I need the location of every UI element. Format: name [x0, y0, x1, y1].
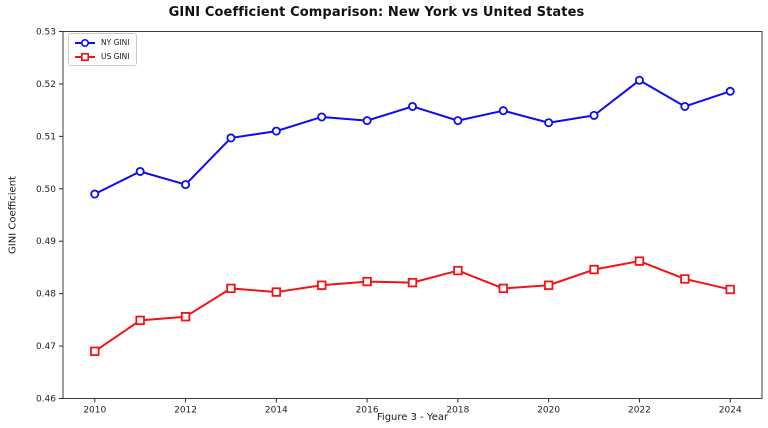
y-tick-label: 0.53	[36, 28, 56, 38]
x-tick-label: 2018	[446, 406, 469, 416]
data-point-square	[180, 312, 191, 322]
x-tick-label: 2020	[537, 406, 560, 416]
data-point-circle	[271, 126, 281, 136]
data-point-circle	[589, 110, 599, 120]
data-point-square	[680, 274, 690, 284]
y-tick-label: 0.46	[36, 395, 56, 405]
legend-circle-marker-icon	[75, 38, 95, 47]
x-tick-label: 2010	[83, 406, 106, 416]
data-point-circle	[407, 101, 417, 111]
data-point-square	[90, 346, 100, 357]
data-point-square	[135, 315, 145, 326]
x-tick-label: 2022	[628, 406, 651, 416]
data-point-circle	[725, 86, 735, 96]
data-point-square	[634, 256, 645, 266]
legend-item: US GINI	[74, 51, 129, 62]
y-tick-label: 0.51	[36, 132, 56, 142]
axes-frame	[62, 31, 763, 399]
data-point-circle	[634, 75, 644, 85]
legend-item: NY GINI	[74, 37, 129, 48]
data-point-square	[589, 264, 599, 275]
legend: NY GINI US GINI	[68, 33, 138, 66]
legend-label: US GINI	[101, 52, 130, 61]
series-line-us-gini	[94, 260, 731, 353]
legend-label: NY GINI	[101, 38, 130, 47]
legend-square-marker-icon	[75, 52, 95, 61]
data-point-square	[362, 276, 372, 287]
data-point-square	[317, 280, 327, 290]
y-axis-label: GINI Coefficient	[7, 176, 19, 254]
data-point-square	[407, 277, 418, 288]
data-point-circle	[453, 116, 463, 126]
data-point-circle	[90, 189, 100, 199]
y-tick-label: 0.49	[36, 237, 56, 247]
data-point-circle	[362, 116, 372, 126]
x-axis-label: Figure 3 - Year	[376, 412, 449, 423]
series-line-ny-gini	[94, 79, 731, 195]
y-tick-label: 0.50	[36, 185, 56, 195]
data-point-square	[226, 283, 236, 294]
chart-title: GINI Coefficient Comparison: New York vs…	[168, 5, 585, 20]
data-point-circle	[226, 133, 236, 143]
data-point-circle	[181, 180, 191, 190]
y-tick-label: 0.52	[36, 80, 56, 90]
y-tick-label: 0.47	[36, 342, 56, 352]
data-point-circle	[317, 112, 327, 122]
data-point-square	[543, 280, 554, 290]
x-tick-label: 2014	[265, 406, 288, 416]
x-tick-label: 2016	[356, 406, 379, 416]
y-tick-label: 0.48	[36, 290, 56, 300]
data-point-circle	[135, 166, 145, 176]
x-tick-label: 2012	[174, 406, 197, 416]
data-point-circle	[498, 106, 508, 116]
data-point-square	[725, 284, 735, 295]
data-point-circle	[680, 101, 690, 111]
data-point-square	[498, 283, 508, 294]
data-point-square	[271, 287, 282, 297]
x-tick-label: 2024	[719, 406, 742, 416]
data-point-circle	[544, 118, 554, 128]
data-point-square	[453, 265, 463, 276]
